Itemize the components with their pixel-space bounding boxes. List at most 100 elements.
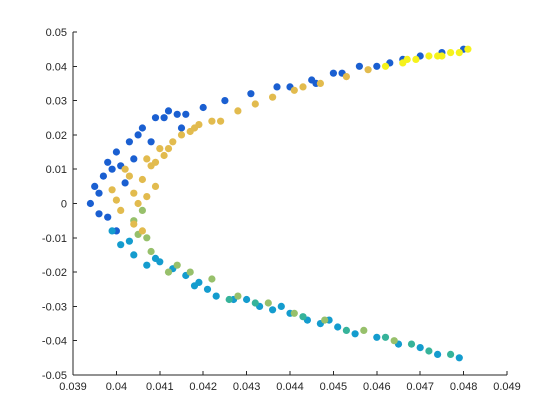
scatter-point	[182, 110, 190, 118]
x-tick-label: 0.048	[450, 381, 478, 393]
x-tick-label: 0.045	[320, 381, 348, 393]
scatter-point	[299, 83, 307, 91]
scatter-point	[108, 227, 116, 235]
scatter-point	[390, 337, 398, 345]
x-tick-label: 0.041	[146, 381, 174, 393]
y-tick-label: 0	[61, 199, 67, 211]
y-tick-label: 0.04	[46, 61, 67, 73]
scatter-point	[138, 175, 146, 184]
scatter-point	[195, 278, 203, 286]
scatter-point	[151, 182, 160, 190]
y-tick-label: 0.05	[46, 27, 67, 39]
scatter-point	[351, 330, 359, 338]
scatter-point	[329, 69, 337, 77]
scatter-point	[221, 97, 229, 105]
scatter-point	[104, 158, 112, 166]
scatter-point	[151, 158, 160, 166]
scatter-point	[447, 350, 455, 358]
scatter-point	[381, 333, 390, 341]
x-tick-label: 0.046	[363, 381, 391, 393]
scatter-point	[373, 333, 381, 341]
scatter-point	[203, 285, 212, 293]
scatter-point	[164, 268, 173, 276]
scatter-point	[99, 172, 107, 180]
scatter-point	[342, 326, 350, 334]
scatter-point	[173, 110, 181, 118]
scatter-point	[130, 251, 138, 259]
scatter-point	[464, 45, 472, 53]
scatter-point	[269, 306, 277, 314]
scatter-point	[125, 138, 133, 146]
scatter-point	[208, 275, 216, 283]
scatter-point	[355, 62, 363, 70]
scatter-point	[447, 49, 455, 57]
scatter-point	[360, 326, 368, 334]
scatter-point	[381, 62, 390, 70]
scatter-point	[125, 237, 133, 245]
y-tick-label: -0.04	[42, 336, 67, 348]
scatter-point	[234, 107, 242, 115]
x-tick-label: 0.039	[59, 381, 87, 393]
x-tick-label: 0.04	[106, 381, 127, 393]
scatter-point	[173, 261, 181, 269]
scatter-point	[130, 189, 138, 197]
scatter-point	[190, 124, 199, 132]
scatter-point	[130, 155, 138, 163]
scatter-point	[177, 131, 186, 139]
scatter-point	[425, 347, 433, 355]
scatter-point	[199, 103, 207, 112]
scatter-point	[434, 52, 442, 60]
scatter-point	[434, 350, 442, 358]
scatter-point	[299, 313, 307, 321]
data-points	[86, 45, 472, 362]
scatter-point	[125, 172, 133, 180]
scatter-point	[138, 227, 146, 235]
y-tick-label: 0.01	[46, 164, 67, 176]
scatter-point	[160, 151, 168, 160]
scatter-point	[186, 268, 194, 276]
scatter-point	[143, 261, 151, 269]
scatter-point	[251, 100, 259, 108]
scatter-point	[121, 179, 129, 187]
scatter-point	[217, 117, 225, 125]
scatter-point	[407, 340, 416, 348]
scatter-point	[134, 131, 142, 139]
scatter-point	[412, 55, 420, 64]
scatter-point	[121, 165, 129, 173]
scatter-point	[143, 234, 151, 242]
y-tick-label: -0.02	[42, 267, 67, 279]
scatter-point	[130, 220, 138, 228]
scatter-point	[273, 83, 281, 91]
scatter-point	[112, 148, 120, 156]
scatter-point	[164, 145, 173, 153]
scatter-point	[403, 55, 411, 64]
scatter-point	[321, 316, 329, 324]
scatter-point	[208, 117, 216, 125]
x-tick-label: 0.047	[406, 381, 434, 393]
scatter-point	[112, 196, 120, 204]
axes: 0.039 0.04 0.041 0.042 0.043 0.044 0.045 0.046 0…	[42, 27, 521, 393]
scatter-point	[156, 145, 164, 153]
scatter-point	[373, 62, 381, 70]
scatter-point	[290, 309, 298, 317]
y-tick-label: -0.05	[42, 370, 67, 382]
scatter-point	[108, 186, 116, 194]
scatter-point	[104, 213, 112, 221]
scatter-point	[95, 189, 103, 197]
scatter-point	[117, 206, 125, 214]
x-tick-label: 0.049	[493, 381, 521, 393]
scatter-point	[316, 79, 324, 87]
scatter-point	[277, 302, 285, 310]
scatter-point	[143, 155, 151, 163]
scatter-point	[243, 295, 251, 304]
scatter-point	[269, 93, 277, 101]
scatter-point	[251, 299, 259, 307]
scatter-point	[151, 114, 160, 122]
scatter-point	[138, 124, 146, 132]
y-tick-label: 0.03	[46, 96, 67, 108]
y-tick-label: -0.01	[42, 233, 67, 245]
scatter-point	[264, 299, 272, 307]
scatter-point	[416, 344, 424, 352]
